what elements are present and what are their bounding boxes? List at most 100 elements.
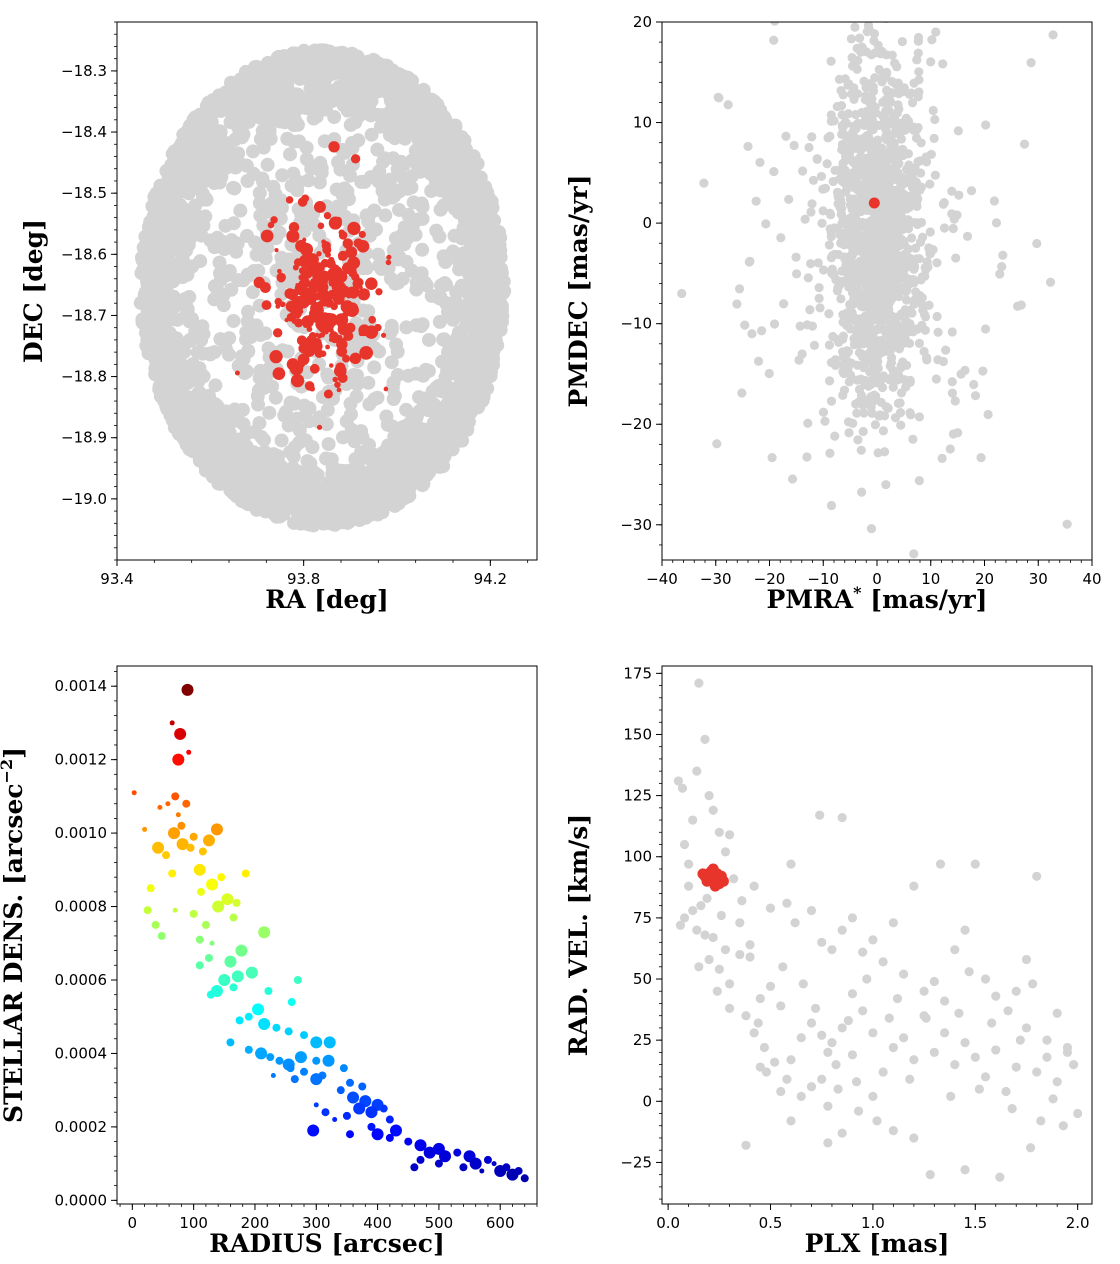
field-star-point	[148, 193, 163, 208]
density-point	[224, 955, 237, 968]
density-point	[284, 1027, 293, 1036]
member-star-point	[350, 154, 361, 164]
field-pm-point	[761, 219, 771, 229]
field-star-point	[310, 467, 325, 482]
field-star-point	[134, 266, 149, 281]
field-pm-point	[875, 278, 885, 288]
field-pm-point	[863, 238, 873, 248]
field-star-point	[292, 511, 307, 526]
field-star-point	[214, 439, 229, 454]
field-star-point	[269, 509, 284, 524]
field-pm-point	[699, 178, 709, 188]
density-point	[226, 1038, 235, 1047]
member-star-point	[314, 264, 325, 275]
field-pm-point	[808, 175, 819, 185]
field-star-point	[456, 197, 471, 212]
field-star-point	[221, 347, 236, 362]
field-star-point	[252, 185, 267, 200]
field-star-point	[139, 284, 154, 299]
y-tick-label: 0	[642, 214, 652, 232]
member-star-point	[337, 250, 349, 261]
field-pm-point	[991, 218, 1002, 228]
field-star-point	[258, 326, 273, 341]
density-point	[172, 907, 178, 913]
field-star-point	[161, 171, 176, 186]
density-point	[175, 812, 181, 818]
field-pm-point	[931, 27, 941, 37]
field-pm-point	[745, 256, 755, 266]
field-pm-point	[828, 176, 838, 187]
y-tick-label: −10	[620, 315, 652, 333]
field-pm-point	[983, 409, 993, 420]
field-pm-point	[818, 265, 829, 275]
field-star-point	[361, 304, 376, 319]
member-star-point	[338, 231, 348, 240]
field-pm-point	[767, 453, 777, 463]
field-star-point	[370, 142, 385, 157]
field-pm-point	[877, 77, 887, 87]
field-pm-point	[859, 194, 869, 204]
field-pm-point	[893, 153, 903, 163]
field-star-point	[258, 205, 273, 220]
field-star-point	[326, 486, 341, 501]
field-star-point	[298, 433, 313, 448]
field-pm-point	[852, 408, 862, 418]
field-star-point	[199, 98, 214, 113]
y-tick-label: 0.0014	[55, 677, 108, 695]
field-star-point	[415, 242, 430, 257]
density-point	[186, 843, 195, 852]
field-star-point	[210, 230, 225, 245]
field-star-point	[299, 152, 314, 167]
member-star-point	[349, 352, 362, 365]
field-star-point	[466, 149, 481, 164]
field-pm-point	[732, 299, 742, 309]
field-pm-point	[897, 213, 907, 223]
field-star-point	[348, 481, 363, 496]
field-pm-point	[880, 217, 890, 227]
field-star-point	[185, 422, 200, 437]
field-pm-point	[814, 283, 824, 293]
field-pm-point	[814, 293, 824, 304]
member-star-point	[316, 288, 330, 302]
field-star-point	[335, 463, 350, 478]
field-star-point	[256, 500, 271, 515]
field-pm-point	[859, 408, 869, 418]
field-pm-point	[933, 327, 943, 337]
field-pm-point	[881, 402, 891, 412]
field-pm-point	[948, 429, 959, 439]
field-star-point	[247, 69, 262, 84]
y-axis-label: PMDEC [mas/yr]	[564, 174, 593, 407]
field-pm-point	[853, 435, 863, 445]
field-pm-point	[781, 131, 791, 141]
density-point	[270, 1072, 276, 1078]
y-tick-label: −18.4	[61, 123, 107, 141]
density-point	[241, 869, 250, 878]
field-pm-point	[951, 253, 961, 263]
density-point	[232, 898, 241, 907]
field-star-point	[288, 87, 303, 102]
field-pm-point	[848, 196, 858, 206]
field-star-point	[432, 314, 447, 329]
field-pm-point	[918, 305, 928, 315]
field-pm-point	[887, 50, 897, 60]
field-pm-point	[806, 259, 816, 269]
field-star-point	[207, 142, 222, 157]
field-pm-point	[890, 58, 900, 68]
field-star-point	[456, 168, 471, 183]
x-tick-label: 600	[486, 1214, 515, 1232]
field-pm-point	[954, 190, 964, 200]
field-star-point	[399, 254, 414, 269]
density-point	[313, 1102, 319, 1108]
density-point	[168, 869, 177, 878]
member-star-point	[380, 332, 387, 338]
field-pm-point	[908, 434, 918, 444]
field-pm-point	[885, 274, 895, 285]
field-pm-point	[909, 78, 919, 88]
field-star-point	[400, 461, 415, 476]
field-pm-point	[998, 250, 1008, 260]
density-point	[491, 1161, 497, 1167]
field-pm-point	[856, 145, 866, 155]
member-star-point	[272, 367, 286, 380]
field-pm-point	[910, 243, 921, 253]
field-star-point	[248, 235, 263, 250]
